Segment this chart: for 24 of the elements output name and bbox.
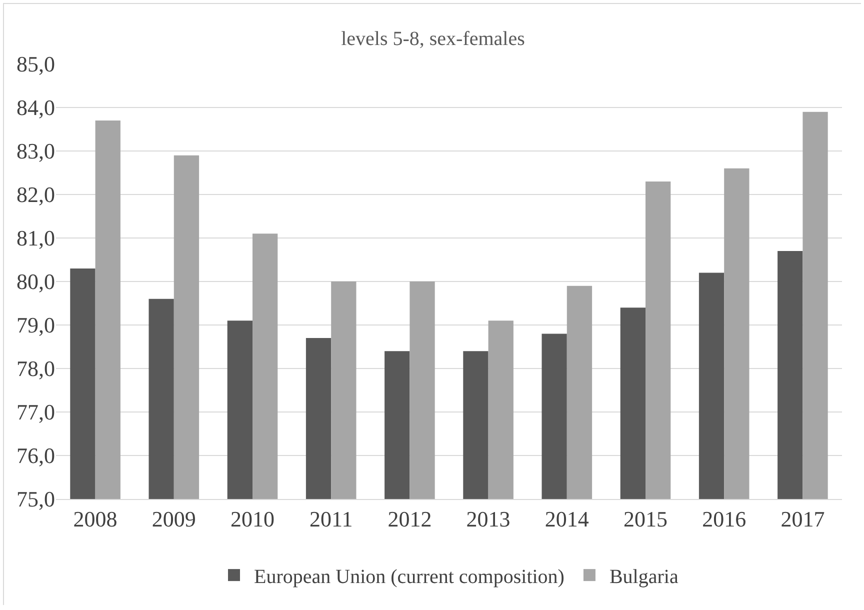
- legend-label: European Union (current composition): [254, 566, 564, 588]
- legend-label: Bulgaria: [609, 566, 678, 588]
- x-tick-label: 2010: [230, 506, 274, 532]
- x-tick-label: 2011: [310, 506, 353, 532]
- y-tick-label: 84,0: [16, 95, 55, 120]
- x-tick-label: 2013: [466, 506, 510, 532]
- chart-title: levels 5-8, sex-females: [341, 28, 526, 50]
- x-tick-label: 2012: [388, 506, 432, 532]
- y-tick-label: 77,0: [16, 400, 55, 425]
- y-tick-label: 78,0: [16, 356, 55, 382]
- x-tick-label: 2017: [780, 506, 825, 532]
- y-tick-label: 81,0: [16, 226, 55, 251]
- y-tick-label: 85,0: [16, 52, 55, 77]
- y-tick-label: 76,0: [16, 443, 55, 468]
- x-tick-label: 2008: [73, 506, 118, 532]
- y-tick-label: 82,0: [16, 182, 55, 208]
- y-tick-label: 83,0: [16, 138, 55, 164]
- y-tick-label: 75,0: [16, 486, 55, 512]
- x-tick-label: 2014: [544, 506, 589, 532]
- x-tick-label: 2009: [152, 506, 196, 532]
- y-tick-label: 79,0: [16, 312, 55, 338]
- x-tick-label: 2016: [702, 506, 746, 532]
- x-tick-label: 2015: [624, 506, 668, 532]
- y-tick-label: 80,0: [16, 269, 55, 294]
